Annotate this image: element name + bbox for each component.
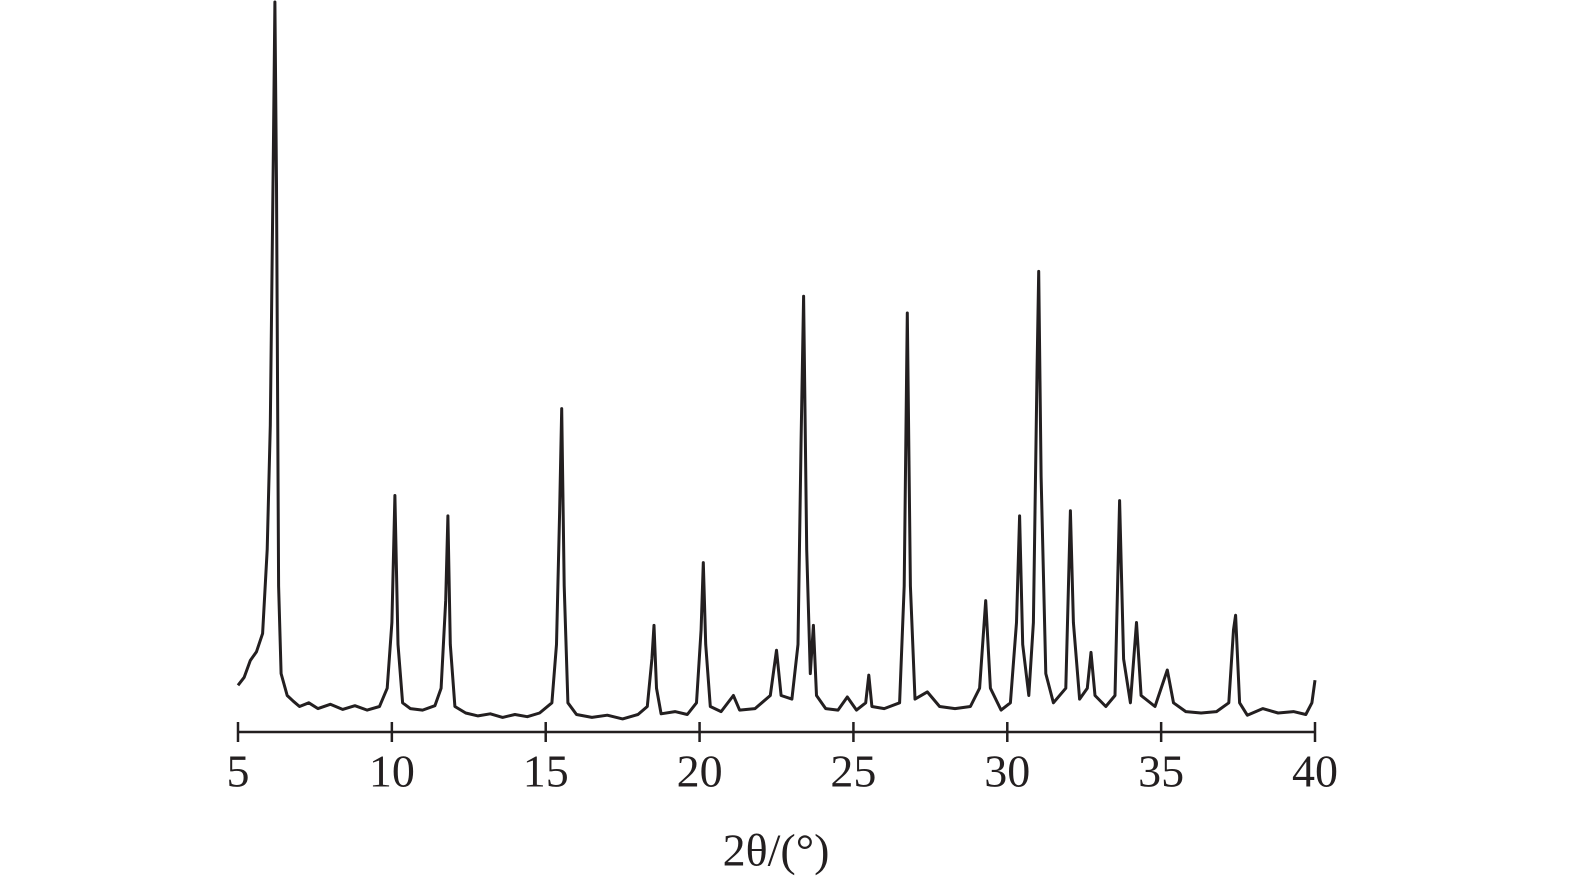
x-axis-label: 2θ/(°) — [723, 825, 830, 876]
x-tick-label: 20 — [677, 746, 723, 797]
x-tick-label: 25 — [830, 746, 876, 797]
x-tick-label: 15 — [523, 746, 569, 797]
x-tick-label: 40 — [1292, 746, 1338, 797]
data-line — [236, 0, 1317, 721]
x-tick-label: 5 — [227, 746, 250, 797]
x-tick-label: 10 — [369, 746, 415, 797]
x-tick-label: 30 — [984, 746, 1030, 797]
x-tick-label: 35 — [1138, 746, 1184, 797]
